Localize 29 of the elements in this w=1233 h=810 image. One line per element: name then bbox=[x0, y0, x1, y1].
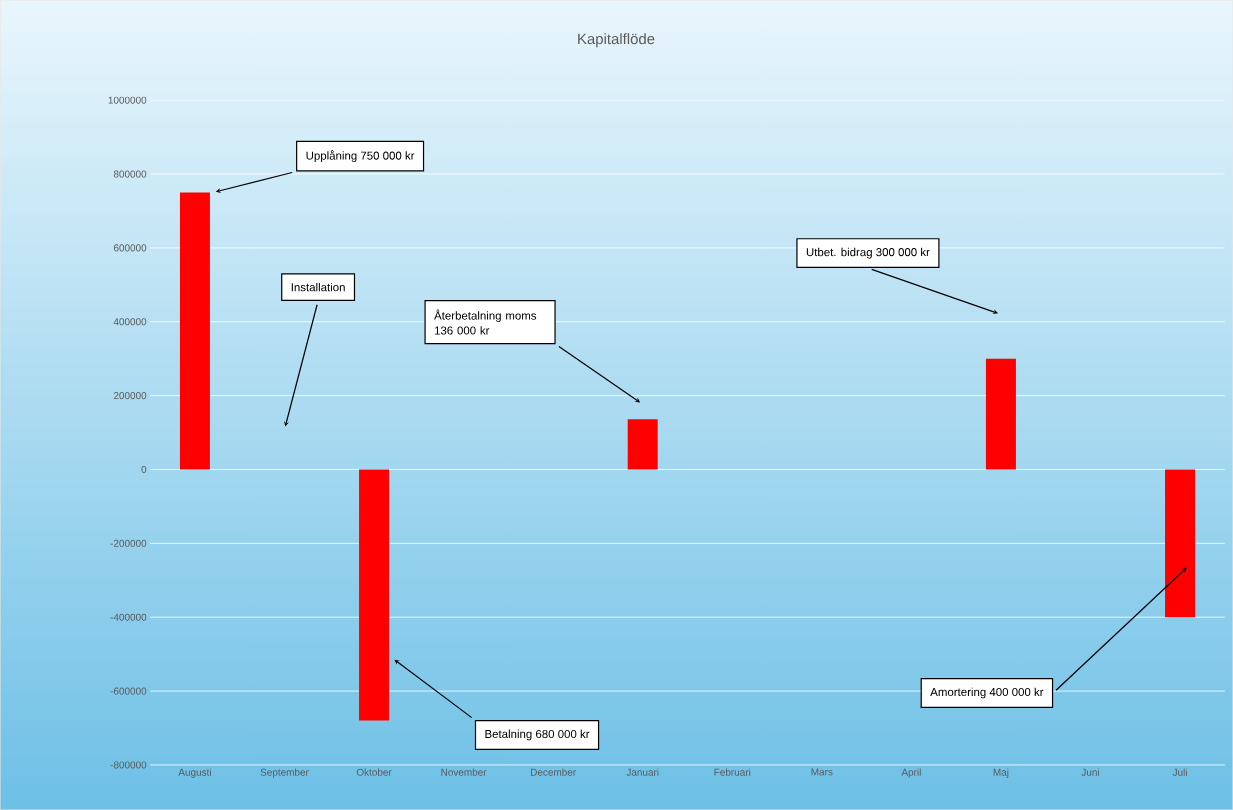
y-tick-label: 600000 bbox=[113, 244, 147, 252]
x-tick-label: Juli bbox=[1172, 768, 1187, 776]
y-tick-label: 0 bbox=[141, 465, 147, 473]
x-tick-label: Mars bbox=[811, 768, 833, 776]
y-tick-label: 400000 bbox=[113, 318, 147, 326]
y-tick-label: -400000 bbox=[110, 613, 147, 621]
x-tick-label: Januari bbox=[626, 768, 659, 776]
annotation: Upplåning 750 000 kr bbox=[306, 150, 415, 162]
y-tick-label: -800000 bbox=[110, 761, 147, 769]
y-tick-label: 1000000 bbox=[108, 96, 147, 104]
x-tick-label: Juni bbox=[1081, 768, 1099, 776]
x-tick-label: Augusti bbox=[178, 768, 211, 778]
x-tick-label: December bbox=[531, 768, 576, 776]
annotation: Amortering 400 000 kr bbox=[930, 687, 1044, 699]
y-tick-label: -200000 bbox=[110, 539, 147, 547]
x-tick-label: April bbox=[901, 768, 921, 778]
annotation: Återbetalning moms 136 000 kr bbox=[434, 309, 537, 335]
annotation: Installation bbox=[291, 282, 345, 292]
y-tick-label: -600000 bbox=[110, 687, 147, 695]
y-tick-label: 200000 bbox=[113, 392, 147, 400]
x-tick-label: September bbox=[260, 768, 309, 778]
x-tick-label: Februari bbox=[714, 768, 751, 776]
y-tick-label: 800000 bbox=[113, 170, 147, 178]
x-tick-label: Oktober bbox=[356, 768, 392, 776]
chart-title: Kapitalflöde bbox=[578, 33, 655, 48]
x-tick-label: Maj bbox=[993, 768, 1009, 778]
x-tick-label: November bbox=[441, 768, 487, 776]
annotation: Betalning 680 000 kr bbox=[485, 729, 590, 741]
annotation: Utbet. bidrag 300 000 kr bbox=[806, 247, 930, 259]
